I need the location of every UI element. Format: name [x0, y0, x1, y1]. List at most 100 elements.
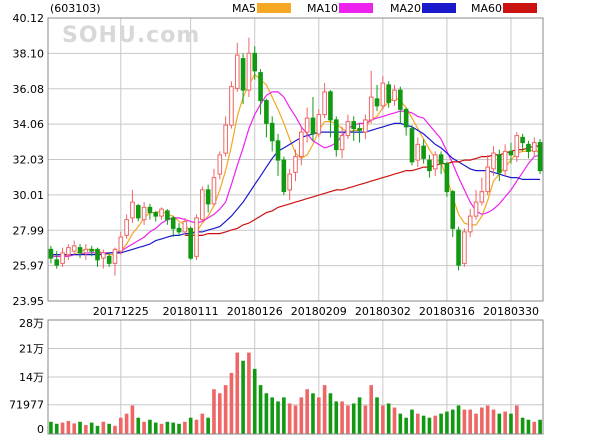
- candle-body: [170, 217, 176, 229]
- volume-bar: [415, 413, 420, 434]
- candle: [467, 209, 473, 238]
- candle: [83, 244, 89, 260]
- volume-bar: [107, 423, 111, 434]
- candle: [398, 86, 403, 124]
- candle: [351, 116, 357, 141]
- volume-bar: [456, 405, 461, 434]
- candle: [514, 132, 520, 162]
- candle: [54, 251, 60, 269]
- candle-body: [106, 255, 112, 264]
- volume-bar: [206, 417, 210, 434]
- candle: [112, 247, 118, 276]
- candle-body: [473, 201, 479, 217]
- volume-bar: [503, 411, 507, 434]
- candle-body: [398, 89, 403, 110]
- volume-bar: [351, 403, 356, 434]
- volume-bar: [485, 405, 490, 434]
- candle: [264, 98, 269, 138]
- volume-bar: [113, 425, 117, 434]
- candle: [124, 214, 129, 239]
- date-tick-label: 20180302: [355, 305, 411, 318]
- volume-bar: [299, 397, 304, 434]
- volume-layer: [49, 352, 542, 434]
- candle-body: [444, 163, 450, 193]
- candle-body: [520, 136, 525, 144]
- volume-bar: [188, 417, 193, 434]
- candle: [258, 69, 263, 115]
- candle-body: [234, 54, 240, 89]
- candle: [316, 109, 322, 138]
- candle-body: [229, 86, 234, 126]
- volume-bar: [305, 389, 309, 434]
- volume-panel-frame: [47, 319, 544, 435]
- volume-bar: [276, 401, 280, 434]
- candle-body: [462, 231, 467, 264]
- date-tick-label: 20180111: [163, 305, 219, 318]
- volume-bar: [427, 417, 432, 434]
- ma-line-ma10: [50, 91, 541, 257]
- price-tick-label: 25.97: [13, 260, 45, 273]
- candle: [118, 231, 124, 255]
- volume-bar: [538, 419, 542, 434]
- volume-bar: [497, 413, 502, 434]
- candle-body: [281, 159, 287, 193]
- volume-bar: [212, 389, 216, 434]
- volume-bar: [130, 405, 135, 434]
- watermark: SOHU.com: [62, 23, 200, 48]
- volume-bar: [200, 413, 205, 434]
- candle: [77, 244, 83, 259]
- candle-body: [299, 131, 304, 158]
- candle: [462, 228, 467, 267]
- volume-bar: [282, 397, 286, 434]
- volume-bar: [183, 421, 187, 434]
- volume-bar: [287, 403, 292, 434]
- volume-bar: [532, 421, 537, 434]
- volume-bar: [159, 423, 164, 434]
- candle-body: [531, 142, 537, 152]
- ma-line-ma60: [184, 145, 541, 236]
- volume-bar: [421, 415, 426, 434]
- volume-bar: [142, 421, 146, 434]
- volume-bar: [54, 423, 59, 434]
- candle: [491, 146, 496, 176]
- candle: [374, 84, 380, 112]
- candle: [147, 203, 153, 220]
- candle-body: [304, 117, 310, 133]
- candle-body: [502, 150, 508, 172]
- volume-bar: [89, 422, 94, 434]
- candle: [333, 116, 339, 157]
- candle-body: [48, 248, 54, 259]
- volume-bar: [60, 422, 65, 434]
- legend-label-ma5: MA5: [232, 2, 256, 15]
- candle-body: [450, 191, 456, 229]
- candle: [281, 156, 287, 196]
- volume-bar: [433, 415, 438, 434]
- candle: [194, 214, 199, 260]
- candle: [415, 137, 421, 168]
- candle-body: [392, 89, 397, 102]
- volume-bar: [258, 385, 263, 434]
- candle: [95, 247, 100, 267]
- candle-body: [514, 135, 520, 158]
- candle-body: [467, 215, 473, 233]
- candle-body: [438, 154, 444, 165]
- candle-body: [200, 189, 205, 221]
- volume-bar: [101, 421, 106, 434]
- candle-body: [415, 143, 421, 161]
- candle: [304, 107, 310, 143]
- volume-tick-label: 0: [37, 423, 44, 436]
- candle: [450, 189, 456, 238]
- date-tick-label: 20180209: [291, 305, 347, 318]
- candle-body: [479, 191, 485, 203]
- candle-body: [71, 245, 77, 252]
- volume-bar: [153, 422, 158, 434]
- candle: [293, 149, 298, 182]
- candle: [246, 37, 252, 98]
- price-tick-label: 30.01: [13, 189, 45, 202]
- candle-body: [66, 247, 71, 256]
- candle: [432, 151, 438, 176]
- candle-body: [497, 154, 502, 173]
- candle-body: [491, 152, 496, 170]
- candle: [252, 46, 258, 80]
- candle: [182, 217, 188, 236]
